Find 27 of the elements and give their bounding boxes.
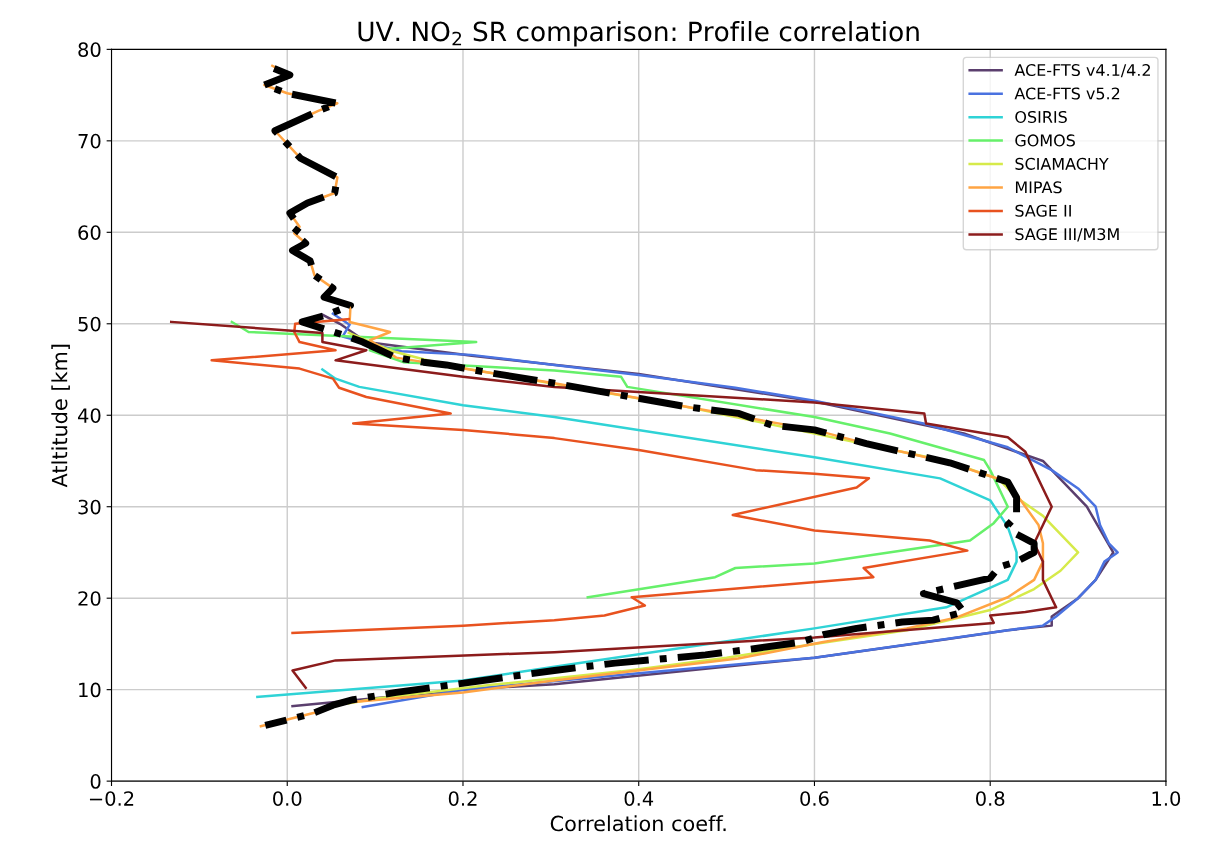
y-tick-label: 20 — [78, 591, 101, 606]
legend-label: SAGE II — [1015, 204, 1071, 217]
y-tick-label: 40 — [77, 408, 101, 423]
legend-label: GOMOS — [1015, 134, 1075, 147]
x-tick-label: 0.8 — [976, 791, 1005, 806]
legend-label: ACE-FTS v5.2 — [1014, 87, 1120, 100]
y-tick-label: 30 — [78, 499, 101, 515]
x-tick-label: 0.2 — [448, 791, 477, 806]
legend-label: SAGE III/M3M — [1015, 228, 1119, 242]
x-tick-label: 0.4 — [624, 791, 654, 806]
x-tick-label: 0.0 — [273, 791, 302, 806]
chart-title: UV. NO$_{2}$ SR comparison: Profile correlation — [358, 20, 919, 47]
x-axis-title: Correlation coeff. — [550, 815, 726, 832]
y-tick-label: 60 — [78, 225, 101, 240]
legend-label: OSIRIS — [1015, 110, 1067, 123]
x-tick-label: 1.0 — [1152, 791, 1181, 806]
y-tick-label: 80 — [78, 42, 101, 58]
y-tick-label: 70 — [78, 133, 101, 149]
x-tick-label: −0.2 — [89, 791, 134, 806]
y-tick-label: 10 — [79, 682, 101, 698]
y-tick-label: 50 — [78, 316, 101, 332]
legend-label: SCIAMACHY — [1015, 157, 1109, 170]
x-tick-label: 0.6 — [800, 791, 829, 806]
y-axis-title: Atltitude [km] — [51, 344, 70, 488]
y-tick-label: 0 — [90, 774, 101, 789]
legend-label: ACE-FTS v4.1/4.2 — [1014, 64, 1150, 78]
legend-label: MIPAS — [1015, 181, 1062, 194]
